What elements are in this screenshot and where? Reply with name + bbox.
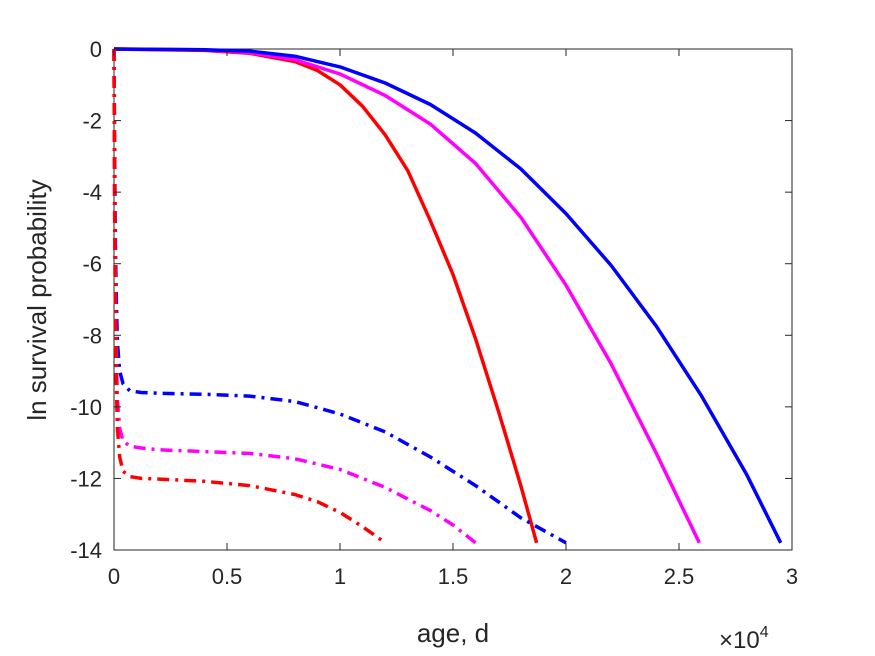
y-tick-label: -14	[70, 538, 102, 563]
plot-area-frame	[113, 48, 793, 551]
tick-layer: 0 0.5 1 1.5 2 2.5 3 0 -2 -4 -6 -8 -10 -12 -14	[70, 37, 798, 589]
x-tick-label: 2.5	[664, 564, 695, 589]
x-tick-label: 3	[786, 564, 798, 589]
y-tick-label: -6	[82, 252, 102, 277]
y-tick-label: -12	[70, 466, 102, 491]
x-tick-label: 2	[560, 564, 572, 589]
y-tick-label: -8	[82, 323, 102, 348]
x-axis-exponent-base: ×10	[719, 627, 760, 654]
y-axis-label: ln survival probability	[22, 179, 52, 420]
y-tick-label: -10	[70, 395, 102, 420]
x-tick-label: 1.5	[438, 564, 469, 589]
y-tick-label: -4	[82, 180, 102, 205]
x-axis-exponent-power: 4	[760, 624, 769, 641]
x-axis-exponent: ×104	[719, 624, 769, 654]
series-line-6	[112, 48, 387, 545]
series-line-3	[113, 47, 783, 544]
y-tick-label: -2	[82, 109, 102, 134]
x-tick-label: 1	[334, 564, 346, 589]
x-tick-label: 0	[108, 564, 120, 589]
x-tick-label: 0.5	[212, 564, 243, 589]
x-axis-label: age, d	[417, 618, 489, 648]
y-tick-label: 0	[90, 37, 102, 62]
